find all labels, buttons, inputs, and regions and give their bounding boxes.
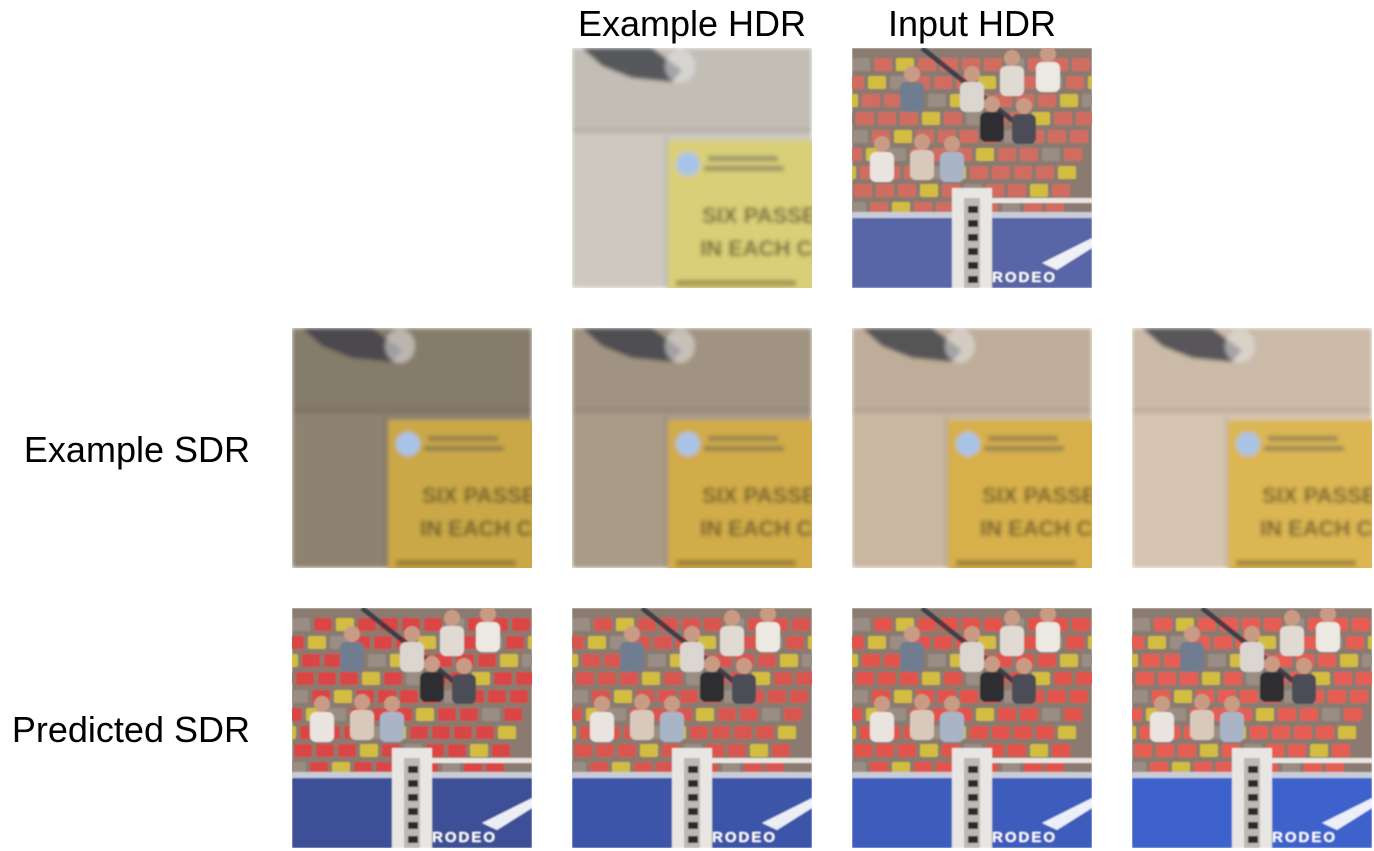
svg-text:RODEO: RODEO xyxy=(432,829,497,846)
row-label-example-sdr: Example SDR xyxy=(23,429,250,470)
predicted-sdr-image-3-graphic: RODEO xyxy=(852,608,1092,848)
svg-text:IN EACH CAB: IN EACH CAB xyxy=(700,236,812,261)
row-label-predicted-sdr: Predicted SDR xyxy=(11,709,250,750)
svg-text:SIX PASSENGE: SIX PASSENGE xyxy=(422,483,532,508)
svg-text:SIX PASSENGE: SIX PASSENGE xyxy=(702,203,812,228)
example-sdr-image-4: SIX PASSENGE IN EACH CAB xyxy=(1132,328,1372,568)
example-hdr-image-graphic: SIX PASSENGE IN EACH CAB xyxy=(572,48,812,288)
example-hdr-image: SIX PASSENGE IN EACH CAB xyxy=(572,48,812,288)
example-sdr-image-3: SIX PASSENGE IN EACH CAB xyxy=(852,328,1092,568)
svg-text:IN EACH CAB: IN EACH CAB xyxy=(700,516,812,541)
example-sdr-image-4-graphic: SIX PASSENGE IN EACH CAB xyxy=(1132,328,1372,568)
svg-text:SIX PASSENGE: SIX PASSENGE xyxy=(982,483,1092,508)
svg-text:IN EACH CAB: IN EACH CAB xyxy=(980,516,1092,541)
svg-text:SIX PASSENGE: SIX PASSENGE xyxy=(1262,483,1372,508)
column-title-input-hdr: Input HDR xyxy=(887,3,1057,44)
svg-text:IN EACH CAB: IN EACH CAB xyxy=(420,516,532,541)
svg-text:IN EACH CAB: IN EACH CAB xyxy=(1260,516,1372,541)
svg-text:RODEO: RODEO xyxy=(1272,829,1337,846)
predicted-sdr-image-1-graphic: RODEO xyxy=(292,608,532,848)
svg-text:RODEO: RODEO xyxy=(992,269,1057,286)
example-sdr-image-1: SIX PASSENGE IN EACH CAB xyxy=(292,328,532,568)
input-hdr-image: RODEO xyxy=(852,48,1092,288)
example-sdr-image-2: SIX PASSENGE IN EACH CAB xyxy=(572,328,812,568)
predicted-sdr-image-2-graphic: RODEO xyxy=(572,608,812,848)
svg-text:RODEO: RODEO xyxy=(712,829,777,846)
svg-text:SIX PASSENGE: SIX PASSENGE xyxy=(702,483,812,508)
predicted-sdr-image-4: RODEO xyxy=(1132,608,1372,848)
svg-text:RODEO: RODEO xyxy=(992,829,1057,846)
example-sdr-image-1-graphic: SIX PASSENGE IN EACH CAB xyxy=(292,328,532,568)
predicted-sdr-image-4-graphic: RODEO xyxy=(1132,608,1372,848)
example-sdr-image-2-graphic: SIX PASSENGE IN EACH CAB xyxy=(572,328,812,568)
predicted-sdr-image-3: RODEO xyxy=(852,608,1092,848)
predicted-sdr-image-1: RODEO xyxy=(292,608,532,848)
column-title-example-hdr: Example HDR xyxy=(577,3,807,44)
example-sdr-image-3-graphic: SIX PASSENGE IN EACH CAB xyxy=(852,328,1092,568)
predicted-sdr-image-2: RODEO xyxy=(572,608,812,848)
input-hdr-image-graphic: RODEO xyxy=(852,48,1092,288)
